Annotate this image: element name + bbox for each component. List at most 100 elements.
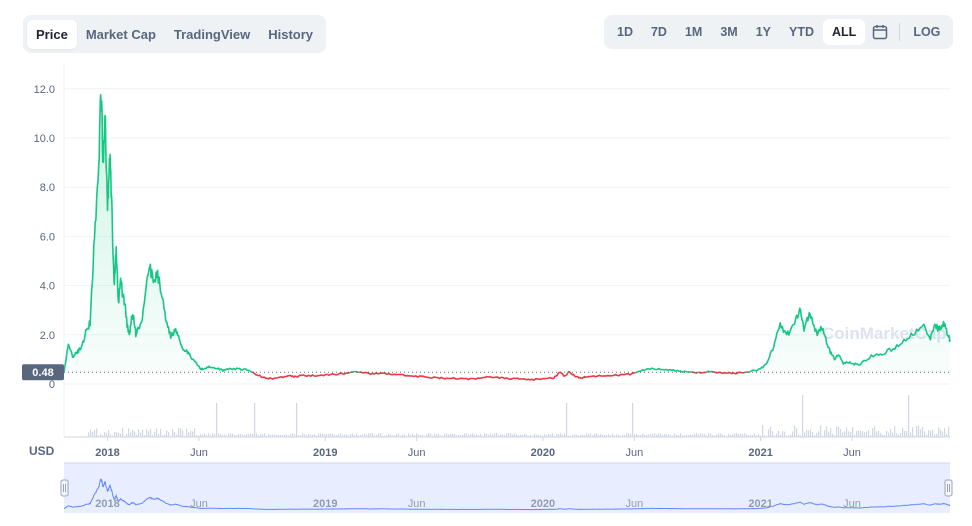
volume-bar bbox=[616, 434, 618, 437]
range-button-all[interactable]: ALL bbox=[823, 19, 866, 45]
tab-market-cap[interactable]: Market Cap bbox=[85, 26, 156, 42]
volume-bar bbox=[222, 435, 224, 437]
volume-bar bbox=[788, 435, 790, 437]
range-button-7d[interactable]: 7D bbox=[650, 25, 667, 39]
volume-bar bbox=[446, 433, 448, 437]
volume-bar bbox=[694, 433, 696, 437]
calendar-icon[interactable] bbox=[865, 19, 895, 45]
range-button-1m[interactable]: 1M bbox=[684, 25, 703, 39]
range-button-1d[interactable]: 1D bbox=[617, 25, 633, 39]
volume-bar bbox=[338, 434, 340, 437]
volume-bar bbox=[258, 435, 260, 437]
volume-bar bbox=[318, 433, 320, 437]
volume-bar bbox=[476, 434, 478, 437]
volume-bar bbox=[946, 434, 948, 437]
volume-bar bbox=[444, 433, 446, 437]
volume-bar bbox=[432, 435, 434, 437]
volume-bar bbox=[684, 435, 686, 437]
tab-price[interactable]: Price bbox=[27, 19, 77, 49]
volume-bar bbox=[602, 434, 604, 437]
volume-bar bbox=[644, 434, 646, 437]
volume-bar bbox=[840, 428, 842, 437]
volume-bar bbox=[416, 433, 418, 437]
volume-bar bbox=[762, 425, 764, 437]
volume-bar bbox=[196, 435, 198, 437]
volume-bar bbox=[310, 434, 312, 437]
x-axis: 2018 Jun 2019 Jun 2020 Jun 2021 Jun bbox=[95, 437, 861, 459]
volume-bar bbox=[278, 434, 280, 437]
volume-bar bbox=[248, 434, 250, 437]
volume-bar bbox=[914, 435, 916, 437]
volume-bar bbox=[218, 433, 220, 437]
navigator-x-axis: 2018 Jun 2019 Jun 2020 Jun 2021 Jun bbox=[95, 498, 861, 510]
volume-bar bbox=[808, 430, 810, 437]
volume-bar bbox=[252, 434, 254, 437]
volume-bar bbox=[722, 434, 724, 437]
volume-bar bbox=[536, 434, 538, 437]
volume-bar bbox=[768, 429, 770, 437]
volume-bar bbox=[748, 435, 750, 437]
volume-bar bbox=[506, 433, 508, 437]
volume-bar bbox=[898, 434, 900, 437]
volume-bar bbox=[588, 433, 590, 437]
volume-bar bbox=[496, 433, 498, 437]
range-button-ytd[interactable]: YTD bbox=[789, 25, 815, 39]
volume-bar bbox=[942, 431, 944, 437]
volume-bar bbox=[726, 435, 728, 437]
navigator-handle-left[interactable] bbox=[60, 479, 69, 497]
y-axis: 12.0 10.0 8.0 6.0 4.0 2.0 0 bbox=[34, 84, 55, 391]
price-line-segment bbox=[63, 94, 253, 373]
volume-bar bbox=[948, 426, 950, 437]
volume-bar bbox=[642, 433, 644, 437]
volume-bar bbox=[886, 430, 888, 437]
volume-bar bbox=[784, 431, 786, 437]
volume-bar bbox=[608, 434, 610, 437]
navigator[interactable]: 2018 Jun 2019 Jun 2020 Jun 2021 Jun bbox=[60, 462, 953, 513]
volume-bar bbox=[420, 434, 422, 437]
range-separator bbox=[899, 23, 901, 41]
volume-bar bbox=[200, 434, 202, 437]
currency-label: USD bbox=[29, 444, 55, 458]
volume-bar bbox=[542, 435, 544, 437]
calendar-icon-graphic bbox=[873, 25, 888, 40]
volume-bar bbox=[674, 433, 676, 437]
volume-bar bbox=[398, 433, 400, 437]
volume-bar bbox=[774, 435, 776, 437]
volume-bar bbox=[614, 435, 616, 437]
tab-history[interactable]: History bbox=[268, 26, 314, 42]
volume-bar bbox=[928, 430, 930, 437]
volume-bar bbox=[626, 433, 628, 437]
volume-bar bbox=[240, 433, 242, 437]
volume-bar bbox=[780, 434, 782, 437]
volume-bar bbox=[826, 426, 828, 437]
volume-bar bbox=[892, 432, 894, 437]
volume-bar bbox=[148, 431, 150, 437]
navigator-x-tick-label: Jun bbox=[190, 498, 208, 510]
price-line bbox=[63, 94, 951, 381]
range-button-1y[interactable]: 1Y bbox=[755, 25, 772, 39]
volume-bar bbox=[500, 434, 502, 437]
price-line-segment bbox=[352, 370, 357, 373]
navigator-x-tick-label: 2020 bbox=[531, 498, 555, 510]
navigator-handle-right[interactable] bbox=[944, 479, 953, 497]
range-button-3m[interactable]: 3M bbox=[720, 25, 738, 39]
volume-bar bbox=[564, 433, 566, 437]
volume-bar bbox=[714, 435, 716, 437]
volume-bar bbox=[436, 434, 438, 437]
tab-tradingview[interactable]: TradingView bbox=[173, 26, 251, 42]
volume-bar bbox=[140, 432, 142, 437]
volume-bar bbox=[262, 434, 264, 437]
volume-bar bbox=[638, 435, 640, 437]
volume-bar bbox=[348, 435, 350, 437]
volume-bar bbox=[406, 435, 408, 437]
volume-bar bbox=[226, 435, 228, 437]
y-tick-label: 4.0 bbox=[40, 281, 55, 293]
volume-bars bbox=[88, 395, 950, 437]
volume-bar bbox=[280, 434, 282, 437]
volume-bar bbox=[260, 434, 262, 437]
volume-bar bbox=[374, 435, 376, 437]
volume-bar bbox=[712, 435, 714, 437]
volume-bar bbox=[518, 435, 520, 437]
log-scale-button[interactable]: LOG bbox=[913, 25, 941, 39]
